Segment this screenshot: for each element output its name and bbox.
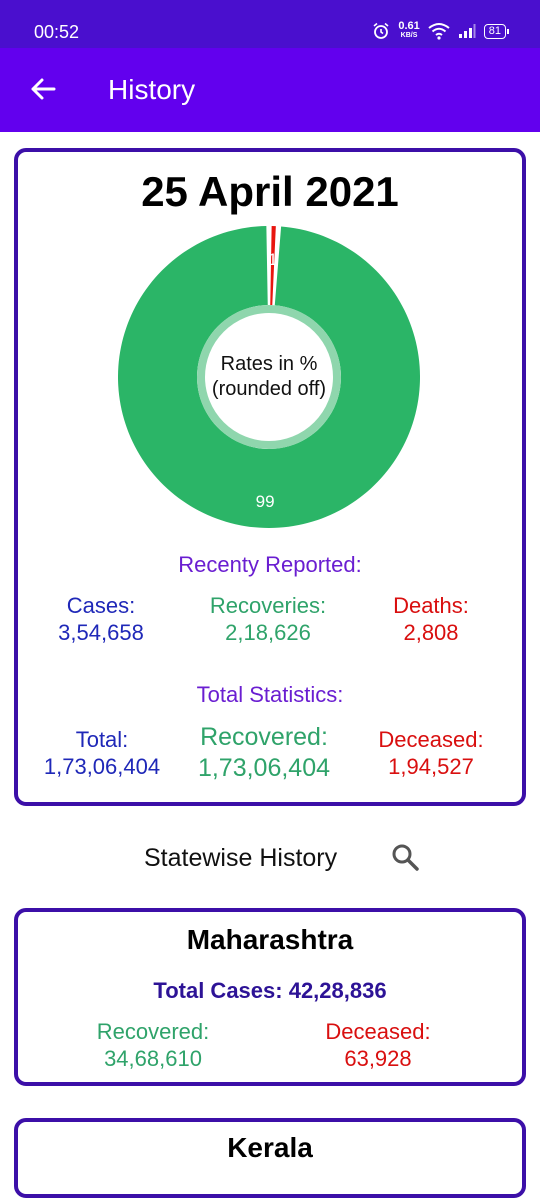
wifi-icon bbox=[428, 23, 450, 40]
summary-date: 25 April 2021 bbox=[141, 168, 399, 215]
recent-label: Recenty Reported: bbox=[178, 552, 362, 577]
recent-cases-label: Cases: bbox=[66, 593, 136, 618]
signal-icon bbox=[458, 24, 476, 38]
network-speed: 0.61 KB/S bbox=[398, 21, 419, 41]
battery-level: 81 bbox=[488, 24, 501, 37]
speed-value: 0.61 bbox=[398, 20, 420, 32]
recent-deaths-value: 2,808 bbox=[403, 620, 459, 645]
page-title: History bbox=[108, 74, 196, 105]
total-deceased-label: Deceased: bbox=[378, 727, 484, 752]
total-stat-value: 1,73,06,404 bbox=[43, 754, 161, 779]
state-recovered-value: 34,68,610 bbox=[104, 1046, 202, 1071]
status-bar: 00:52 0.61 KB/S 81 bbox=[0, 0, 540, 48]
state-card[interactable]: Maharashtra Total Cases: 42,28,836 Recov… bbox=[14, 908, 526, 1086]
total-deceased: Deceased: 1,94,527 bbox=[358, 726, 504, 780]
total-recovered: Recovered: 1,73,06,404 bbox=[184, 722, 344, 784]
donut-slice-1 bbox=[270, 226, 276, 306]
search-icon[interactable] bbox=[390, 842, 420, 872]
state-total-cases: Total Cases: 42,28,836 bbox=[153, 978, 387, 1003]
total-recovered-value: 1,73,06,404 bbox=[197, 754, 331, 782]
state-name: Kerala bbox=[227, 1132, 313, 1163]
alarm-icon bbox=[373, 22, 389, 39]
recent-cases-value: 3,54,658 bbox=[58, 620, 144, 645]
back-arrow-icon[interactable] bbox=[28, 74, 58, 104]
state-recovered: Recovered: 34,68,610 bbox=[58, 1018, 248, 1072]
donut-label-1: 1 bbox=[268, 250, 277, 269]
state-deceased: Deceased: 63,928 bbox=[298, 1018, 458, 1072]
battery-icon: 81 bbox=[483, 23, 510, 39]
statewise-title: Statewise History bbox=[144, 844, 338, 872]
total-label: Total Statistics: bbox=[196, 682, 344, 707]
recent-cases: Cases: 3,54,658 bbox=[38, 592, 164, 646]
summary-card: 25 April 2021 1 99 Rates in % (rounded off… bbox=[14, 148, 526, 806]
state-deceased-label: Deceased: bbox=[325, 1019, 431, 1044]
recent-deaths-label: Deaths: bbox=[393, 593, 469, 618]
speed-unit: KB/S bbox=[400, 32, 418, 39]
state-name: Maharashtra bbox=[186, 924, 354, 955]
status-icons: 0.61 KB/S 81 bbox=[372, 18, 510, 44]
state-deceased-value: 63,928 bbox=[344, 1046, 412, 1071]
recent-deaths: Deaths: 2,808 bbox=[368, 592, 494, 646]
total-stat-label: Total: bbox=[75, 727, 129, 752]
donut-svg: 1 99 bbox=[118, 226, 421, 528]
recent-recoveries-value: 2,18,626 bbox=[225, 620, 311, 645]
recent-recoveries-label: Recoveries: bbox=[209, 593, 327, 618]
state-card[interactable]: Kerala bbox=[14, 1118, 526, 1198]
rates-donut-chart: 1 99 Rates in % (rounded off) bbox=[118, 226, 421, 528]
donut-inner-ring bbox=[197, 305, 341, 449]
recent-recoveries: Recoveries: 2,18,626 bbox=[188, 592, 348, 646]
total-recovered-label: Recovered: bbox=[200, 723, 328, 751]
state-recovered-label: Recovered: bbox=[96, 1019, 210, 1044]
status-time: 00:52 bbox=[34, 22, 80, 42]
total-deceased-value: 1,94,527 bbox=[388, 754, 474, 779]
app-bar: History bbox=[0, 48, 540, 132]
statewise-header: Statewise History bbox=[0, 840, 540, 880]
total-stat: Total: 1,73,06,404 bbox=[32, 726, 172, 780]
donut-slice-99 bbox=[118, 226, 421, 528]
donut-label-99: 99 bbox=[256, 492, 275, 511]
